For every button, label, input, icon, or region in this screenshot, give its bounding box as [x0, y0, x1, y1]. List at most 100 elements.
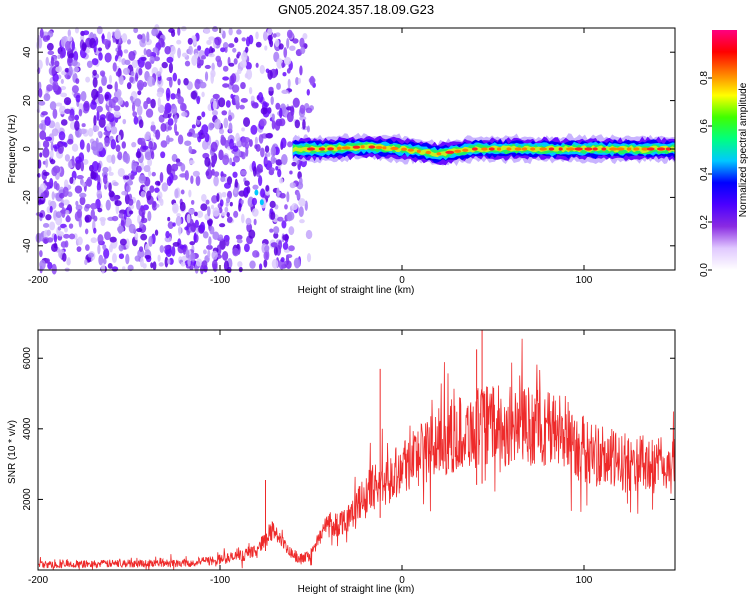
- spectrogram-cell: [281, 89, 289, 95]
- spectrogram-cell: [237, 51, 241, 57]
- spectrogram-cell: [172, 241, 180, 247]
- spectrogram-cell: [96, 26, 103, 35]
- spectrogram-cell: [49, 159, 56, 165]
- spectrogram-cell: [213, 171, 220, 177]
- spectrogram-cell: [223, 260, 229, 272]
- spectrogram-cell: [210, 204, 215, 210]
- spectrogram-cell: [177, 47, 181, 59]
- spectrogram-cell: [196, 95, 201, 105]
- spectrogram-cell: [118, 75, 124, 85]
- spectrogram-cell: [196, 115, 202, 121]
- spectrogram-cell: [117, 45, 122, 54]
- spectrogram-cell: [66, 258, 71, 266]
- spectrogram-cell: [201, 124, 209, 135]
- spectrogram-cell: [159, 198, 164, 207]
- spectrogram-cell: [289, 170, 293, 175]
- colorbar: 0.0 0.2 0.4 0.6 0.8 Normalized spectral ampl…: [699, 30, 749, 277]
- spectrogram-hotspot: [375, 145, 383, 150]
- spectrogram-cell: [149, 185, 155, 193]
- spectrogram-cell: [287, 78, 291, 88]
- spectrogram-cell: [254, 136, 258, 145]
- spectrogram-cell: [190, 199, 195, 205]
- spectrogram-cell: [211, 62, 215, 72]
- spectrogram-cell: [102, 257, 107, 265]
- spectrogram-hotspot: [462, 148, 469, 152]
- spectrogram-cell: [132, 111, 138, 118]
- spectrogram-cell: [92, 69, 97, 76]
- spectrogram-cell: [97, 234, 104, 245]
- spectrogram-signal-band: [292, 132, 675, 167]
- spectrogram-cell: [83, 100, 90, 112]
- spectrogram-cell: [44, 136, 53, 142]
- spectrogram-cell: [62, 199, 70, 206]
- spectrogram-cell: [97, 47, 103, 52]
- spectrogram-cell: [123, 209, 127, 220]
- spectrogram-cell: [54, 60, 60, 67]
- spectrogram-cell: [49, 101, 57, 111]
- spectrogram-cell: [38, 199, 44, 205]
- spectrogram-cell: [159, 171, 164, 183]
- spectrogram-cell: [280, 137, 287, 149]
- spectrogram-cell: [186, 131, 193, 137]
- spectrogram-cell: [250, 124, 258, 135]
- snr-x-tick-label: 100: [576, 575, 593, 586]
- spectrogram-hotspot: [454, 149, 462, 153]
- spectrogram-cell: [47, 50, 55, 56]
- spectrogram-cell: [86, 60, 93, 68]
- spectrogram-hotspot: [481, 147, 488, 151]
- spectrogram-cell: [37, 59, 43, 70]
- spectrogram-cell: [150, 262, 154, 269]
- spectrogram-cell: [80, 161, 85, 172]
- spectrogram-cell: [296, 191, 301, 200]
- spectrogram-cell: [46, 34, 51, 41]
- spectrogram-cell: [283, 47, 288, 58]
- spectrogram-cell: [188, 145, 193, 154]
- spectrogram-cell: [126, 82, 132, 90]
- spectrogram-cell: [81, 42, 87, 52]
- spectrogram-cell: [96, 110, 100, 122]
- spectrogram-cell: [273, 246, 278, 256]
- spectrogram-hotspot: [656, 147, 666, 151]
- spectrogram-cell: [193, 211, 198, 217]
- spectrogram-cell: [268, 167, 275, 173]
- spectrogram-cell: [255, 62, 259, 68]
- spectrogram-cell: [76, 246, 82, 252]
- spectrogram-cell: [121, 33, 128, 43]
- spectrogram-cell: [45, 158, 49, 168]
- spectrogram-cell: [42, 147, 50, 158]
- spectrogram-cell: [289, 45, 296, 51]
- spectrogram-cell: [293, 257, 301, 269]
- spectrogram-cell: [306, 125, 310, 133]
- spectrogram-cell: [145, 131, 151, 141]
- snr-frame: [37, 329, 676, 571]
- spectrogram-cell: [306, 88, 310, 96]
- spectrogram-cell: [130, 174, 135, 180]
- spectrogram-cell: [170, 163, 179, 172]
- spectrogram-cell: [259, 199, 264, 206]
- spectrogram-cell: [149, 55, 155, 64]
- spectrogram-cell: [222, 83, 230, 88]
- spectrogram-cell: [238, 202, 242, 212]
- spectrogram-hotspot: [565, 147, 575, 151]
- spectrogram-cell: [55, 102, 63, 107]
- spectrogram-cell: [179, 173, 186, 178]
- spectrogram-cell: [191, 133, 199, 138]
- spectrogram-cell: [302, 33, 308, 40]
- spectrogram-cell: [51, 243, 58, 252]
- spectrogram-cell: [182, 247, 186, 255]
- spectrogram-cell: [113, 110, 121, 118]
- spectrogram-cell: [75, 78, 80, 84]
- spectrogram-cell: [39, 28, 44, 39]
- spectrogram-cell: [134, 255, 141, 262]
- spectrogram-cell: [49, 149, 54, 159]
- spectrogram-hotspot: [514, 147, 522, 151]
- spectrogram-cell: [129, 76, 134, 83]
- spectrogram-cell: [102, 166, 109, 173]
- spectrogram-cell: [152, 78, 156, 86]
- spectrogram-cell: [124, 59, 131, 65]
- spectrogram-cell: [64, 67, 70, 73]
- spectrogram-cell: [67, 35, 73, 42]
- spectrogram-cell: [233, 58, 238, 65]
- spectrogram-cell: [110, 126, 118, 135]
